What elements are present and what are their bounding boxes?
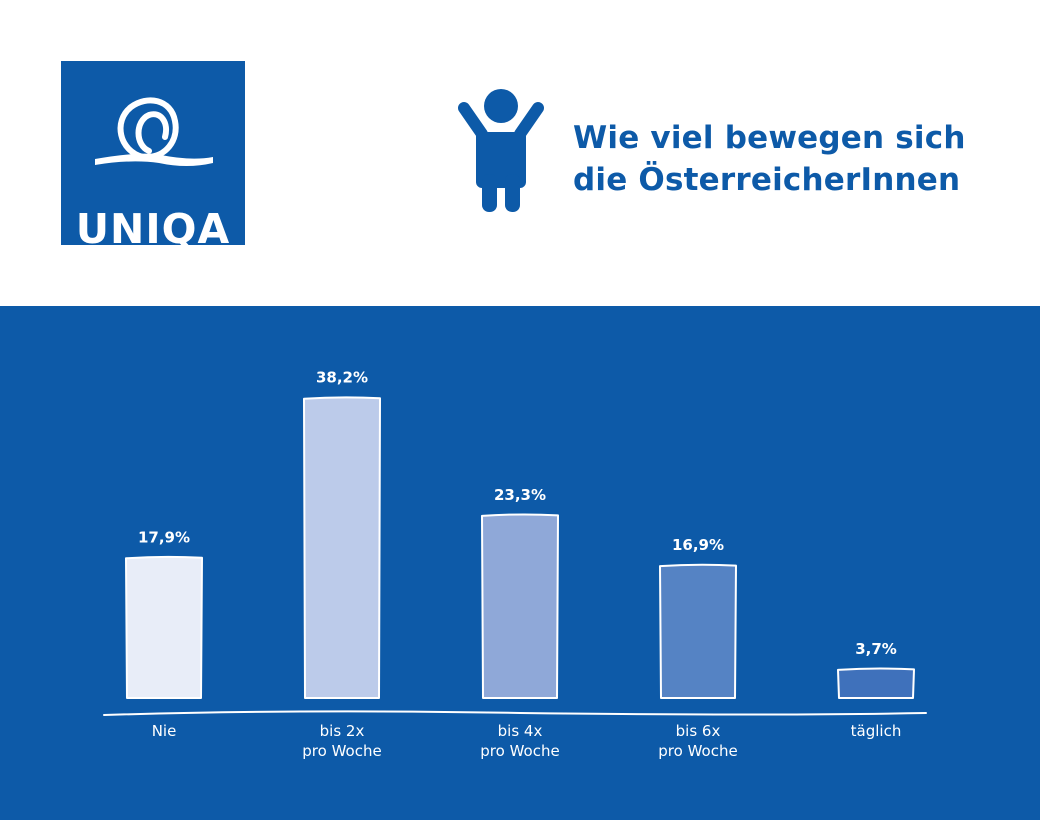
data-label-0: 17,9% [138,528,190,546]
chart-panel: 17,9% Nie 38,2% bis 2x pro Woche 23,3% bis 4x p… [0,306,1040,820]
category-label-2: bis 4x pro Woche [480,722,559,760]
category-label-4: täglich [851,722,902,740]
data-label-3: 16,9% [672,536,724,554]
x-axis-line [103,710,927,716]
person-icon [458,89,544,212]
category-label-0: Nie [152,722,177,740]
category-label-3: bis 6x pro Woche [658,722,737,760]
bar-1 [303,396,381,699]
uniqa-logo-mark-icon [95,97,213,166]
bar-chart: 17,9% Nie 38,2% bis 2x pro Woche 23,3% bis 4x p… [103,369,927,760]
header: UNIQA Wie viel bewegen sich die Österrei… [0,0,1040,306]
data-label-2: 23,3% [494,486,546,504]
page-title: Wie viel bewegen sich die ÖsterreicherIn… [573,117,966,201]
bar-0 [125,555,203,699]
uniqa-logo: UNIQA [61,61,245,253]
data-label-1: 38,2% [316,369,368,387]
title-line-1: Wie viel bewegen sich [573,120,966,156]
title-line-2: die ÖsterreicherInnen [573,162,961,198]
bar-3 [659,563,737,699]
data-label-4: 3,7% [855,640,897,658]
category-label-1: bis 2x pro Woche [302,722,381,760]
bar-2 [481,513,559,699]
logo-wordmark: UNIQA [75,205,231,253]
bar-4 [837,667,915,699]
